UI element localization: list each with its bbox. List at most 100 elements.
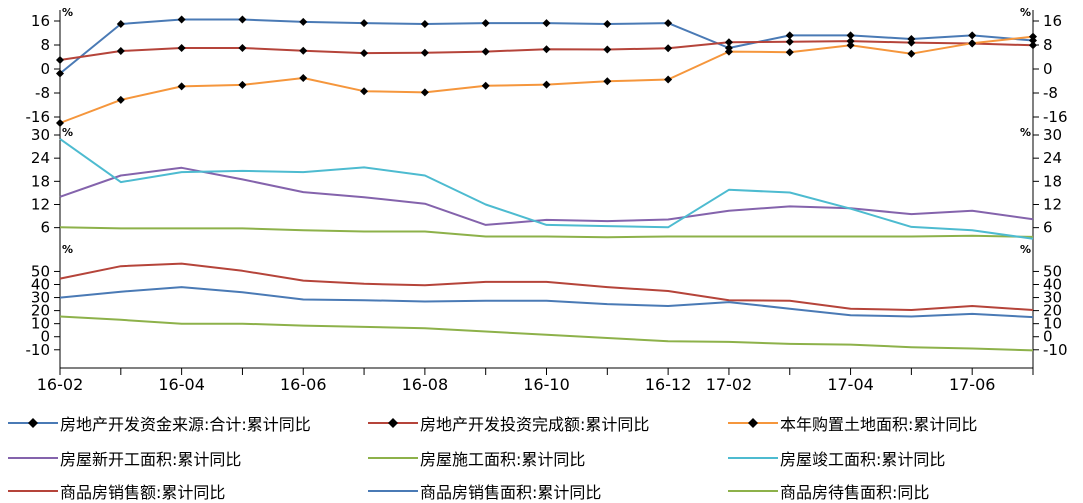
data-point-marker (299, 46, 308, 55)
legend-swatch (368, 457, 418, 459)
unit-label-right: % (1020, 6, 1031, 19)
legend-label: 商品房销售面积:累计同比 (420, 483, 602, 502)
legend-label: 商品房待售面积:同比 (780, 483, 930, 502)
y-tick-label-right: 30 (1043, 126, 1062, 144)
data-point-marker (238, 44, 247, 52)
data-point-marker (907, 49, 916, 58)
legend-swatch (728, 457, 778, 459)
legend-item: 商品房销售面积:累计同比 (368, 480, 601, 502)
x-tick-label: 16-04 (158, 375, 205, 394)
y-tick-label-right: 30 (1043, 289, 1062, 307)
y-tick-label-left: -8 (35, 84, 50, 102)
data-point-marker (177, 82, 186, 91)
data-point-marker (238, 80, 247, 89)
unit-label-right: % (1020, 126, 1031, 139)
data-point-marker (846, 31, 855, 40)
legend-item: 房屋施工面积:累计同比 (368, 447, 585, 469)
legend-swatch (8, 490, 58, 492)
x-tick-label: 16-12 (645, 375, 692, 394)
x-tick-label: 17-04 (827, 375, 874, 394)
x-tick-label: 16-10 (523, 375, 570, 394)
y-tick-label-left: 16 (31, 12, 50, 30)
legend-item: 房地产开发投资完成额:累计同比 (368, 412, 649, 434)
data-point-marker (846, 41, 855, 50)
series-line-3-3 (59, 315, 1034, 352)
legend-item: 商品房待售面积:同比 (728, 480, 929, 502)
y-tick-label-right: 18 (1043, 172, 1062, 190)
x-tick-label: 16-08 (402, 375, 449, 394)
y-tick-label-left: 18 (31, 172, 50, 190)
legend-label: 商品房销售额:累计同比 (60, 483, 226, 502)
data-point-marker (603, 20, 612, 28)
data-point-marker (177, 44, 186, 52)
y-tick-label-left: 12 (31, 195, 50, 213)
y-tick-label-left: 20 (31, 302, 50, 320)
data-point-marker (968, 31, 977, 40)
y-tick-label-right: 40 (1043, 276, 1062, 294)
y-tick-label-right: 20 (1043, 302, 1062, 320)
data-point-marker (785, 37, 794, 46)
legend-swatch (8, 457, 58, 459)
panel-2: 30 30 24 24 18 18 12 12 6 6%% (31, 126, 1062, 240)
unit-label-right: % (1020, 243, 1031, 256)
legend-item: 房地产开发资金来源:合计:累计同比 (8, 412, 311, 434)
y-tick-label-left: -16 (26, 108, 51, 126)
legend-swatch (728, 490, 778, 492)
panel-1: 16 16 8 8 0 0 -8 -8 -16 -16%% (26, 6, 1068, 127)
y-tick-label-right: 10 (1043, 315, 1062, 333)
data-point-marker (481, 19, 490, 28)
legend-label: 房地产开发投资完成额:累计同比 (420, 415, 650, 434)
data-point-marker (299, 74, 308, 82)
y-tick-label-right: 50 (1043, 262, 1062, 280)
series-line-2-3 (59, 138, 1034, 240)
data-point-marker (724, 47, 733, 56)
data-point-marker (542, 19, 551, 28)
legend-swatch-marker (388, 418, 398, 428)
unit-label-left: % (62, 126, 73, 139)
y-tick-label-left: 10 (31, 315, 50, 333)
data-point-marker (542, 80, 551, 89)
y-tick-label-left: 24 (31, 149, 50, 167)
data-point-marker (420, 20, 429, 28)
series-line-3-1 (59, 262, 1034, 311)
data-point-marker (360, 87, 369, 96)
series-line-2-2 (59, 226, 1034, 239)
y-tick-label-right: -16 (1043, 108, 1068, 126)
data-point-marker (1029, 41, 1037, 50)
legend-item: 本年购置土地面积:累计同比 (728, 412, 977, 434)
data-point-marker (785, 48, 794, 57)
chart-legend: 房地产开发资金来源:合计:累计同比 房地产开发投资完成额:累计同比 本年购置土地面积… (0, 408, 1083, 502)
y-tick-label-left: 6 (40, 219, 50, 237)
legend-item: 商品房销售额:累计同比 (8, 480, 225, 502)
data-point-marker (542, 45, 551, 54)
data-point-marker (116, 20, 125, 28)
data-point-marker (360, 19, 369, 28)
data-point-marker (420, 88, 429, 97)
legend-label: 房屋施工面积:累计同比 (420, 450, 586, 469)
legend-item: 房屋新开工面积:累计同比 (8, 447, 241, 469)
unit-label-left: % (62, 6, 73, 19)
data-point-marker (299, 17, 308, 26)
legend-label: 本年购置土地面积:累计同比 (780, 415, 978, 434)
y-tick-label-right: 16 (1043, 12, 1062, 30)
y-tick-label-left: 0 (40, 60, 50, 78)
legend-label: 房地产开发资金来源:合计:累计同比 (60, 415, 311, 434)
data-point-marker (968, 39, 977, 48)
y-tick-label-left: 0 (40, 328, 50, 346)
chart-svg: 16 16 8 8 0 0 -8 -8 -16 -16% % 30 30 24 24 18 18 12 12 6 6%%… (26, 6, 1068, 394)
legend-label: 房屋竣工面积:累计同比 (780, 450, 946, 469)
legend-item: 房屋竣工面积:累计同比 (728, 447, 945, 469)
y-tick-label-left: -10 (26, 341, 51, 359)
y-tick-label-right: -8 (1043, 84, 1058, 102)
y-tick-label-left: 30 (31, 126, 50, 144)
legend-swatch (368, 418, 418, 428)
legend-swatch-marker (748, 418, 758, 428)
data-point-marker (603, 77, 612, 86)
data-point-marker (603, 45, 612, 54)
data-point-marker (56, 119, 64, 127)
y-tick-label-right: 12 (1043, 195, 1062, 213)
series-line-2-1 (59, 166, 1034, 226)
y-tick-label-right: 8 (1043, 36, 1053, 54)
data-point-marker (664, 44, 673, 53)
